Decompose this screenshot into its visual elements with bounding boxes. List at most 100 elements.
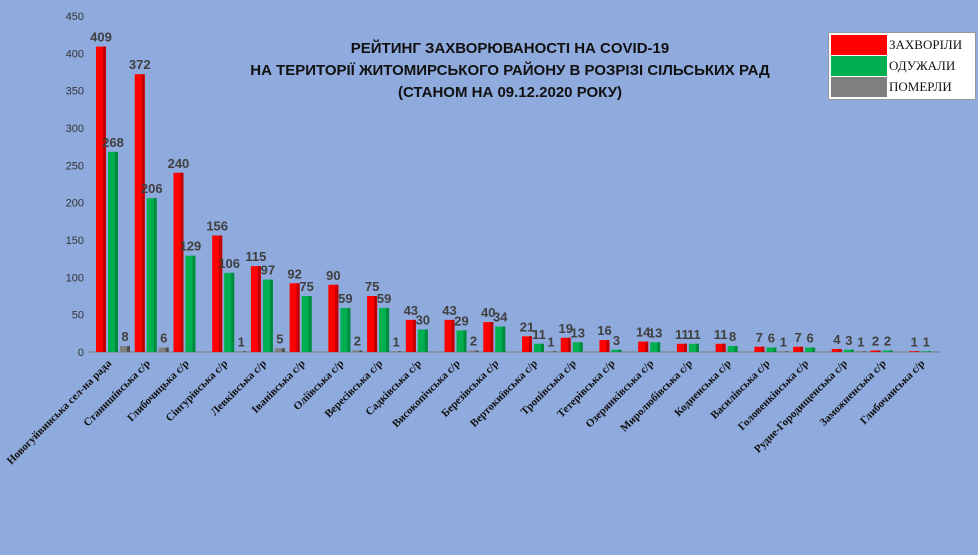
- data-label: 2: [884, 334, 891, 349]
- data-label: 13: [570, 325, 584, 340]
- data-label: 11: [687, 327, 701, 342]
- chart-title: РЕЙТИНГ ЗАХВОРЮВАНОСТІ НА COVID-19 НА ТЕ…: [200, 38, 820, 104]
- legend: ЗАХВОРІЛИ ОДУЖАЛИ ПОМЕРЛИ: [828, 32, 976, 100]
- bar: [546, 351, 556, 352]
- data-label: 14: [636, 325, 651, 340]
- bar-shade: [165, 347, 169, 352]
- y-tick-label: 300: [66, 123, 84, 135]
- bar-shade: [412, 319, 416, 352]
- bar-shade: [398, 351, 402, 352]
- bar-shade: [374, 296, 378, 352]
- bar-shade: [645, 341, 649, 352]
- bar: [405, 319, 416, 352]
- data-label: 59: [377, 291, 391, 306]
- bar: [921, 351, 932, 352]
- data-label: 409: [90, 30, 112, 45]
- bar: [108, 151, 118, 352]
- bar: [599, 340, 610, 352]
- bar: [352, 350, 363, 352]
- legend-label-died: ПОМЕРЛИ: [889, 79, 952, 94]
- data-label: 8: [121, 329, 128, 344]
- bar: [572, 342, 583, 352]
- bar-shade: [127, 346, 130, 352]
- bar: [301, 296, 312, 352]
- bar: [688, 343, 699, 352]
- data-label: 372: [129, 57, 151, 72]
- bar: [274, 348, 285, 352]
- bar: [456, 330, 467, 352]
- bar: [185, 255, 196, 352]
- bar-shade: [773, 347, 777, 352]
- data-label: 156: [206, 219, 228, 234]
- bar: [250, 266, 261, 352]
- chart-title-line-3: (СТАНОМ НА 09.12.2020 РОКУ): [397, 84, 623, 101]
- bar: [676, 343, 687, 352]
- x-tick-label: Озерянківська с/р: [584, 358, 657, 431]
- y-tick-label: 450: [66, 11, 84, 23]
- legend-item-died: ПОМЕРЛИ: [831, 77, 973, 97]
- bar: [212, 235, 223, 352]
- bar-shade: [567, 337, 571, 352]
- bar: [224, 272, 235, 352]
- legend-label-recovered: ОДУЖАЛИ: [889, 58, 956, 73]
- bar-shade: [192, 255, 196, 352]
- data-label: 1: [392, 334, 399, 349]
- bar: [855, 351, 866, 352]
- data-label: 5: [276, 331, 283, 346]
- legend-swatch-recovered: [831, 56, 887, 76]
- bar: [727, 346, 738, 352]
- bar-shade: [281, 348, 285, 352]
- data-label: 40: [481, 305, 495, 320]
- chart-title-line-1: РЕЙТИНГ ЗАХВОРЮВАНОСТІ НА COVID-19: [350, 40, 670, 57]
- bar: [483, 322, 494, 352]
- bar: [638, 341, 649, 352]
- bar-shade: [553, 351, 556, 352]
- x-tick-label: Миролюбівська с/р: [618, 358, 695, 435]
- bar-shade: [424, 329, 428, 352]
- data-label: 34: [493, 310, 508, 325]
- x-tick-label: Високопічська с/р: [390, 358, 463, 431]
- bar-shade: [359, 350, 363, 352]
- bar: [560, 337, 571, 352]
- y-tick-label: 50: [72, 310, 84, 322]
- x-tick-label: Заможненська с/р: [818, 358, 889, 429]
- bar-shade: [490, 322, 494, 352]
- bar-shade: [347, 307, 351, 352]
- bar-shade: [219, 235, 223, 352]
- bar: [340, 307, 351, 352]
- bar-shade: [335, 284, 339, 352]
- data-label: 4: [833, 332, 841, 347]
- bar: [522, 336, 532, 352]
- bar-shade: [502, 326, 506, 352]
- bar: [444, 319, 455, 352]
- bar-shade: [889, 350, 893, 352]
- y-tick-label: 350: [66, 86, 84, 98]
- bar: [805, 347, 816, 352]
- bar-shade: [683, 343, 687, 352]
- data-label: 3: [613, 333, 620, 348]
- data-label: 1: [923, 334, 930, 349]
- y-tick-label: 100: [66, 272, 84, 284]
- data-label: 1: [857, 334, 864, 349]
- data-label: 1: [238, 334, 245, 349]
- data-label: 43: [442, 303, 456, 318]
- data-label: 129: [180, 239, 202, 254]
- data-label: 1: [780, 334, 787, 349]
- bar: [417, 329, 428, 352]
- data-label: 240: [168, 156, 190, 171]
- data-label: 92: [287, 266, 301, 281]
- bar: [328, 284, 339, 352]
- bar-shade: [850, 349, 854, 352]
- y-tick-label: 400: [66, 48, 84, 60]
- bar-shade: [800, 346, 804, 352]
- bar: [379, 307, 390, 352]
- y-tick-label: 0: [78, 347, 84, 359]
- legend-swatch-infected: [831, 35, 887, 55]
- bar-shade: [296, 283, 300, 352]
- bar-shade: [812, 347, 816, 352]
- bar: [650, 342, 661, 352]
- bar-shade: [541, 343, 544, 352]
- data-label: 29: [454, 313, 468, 328]
- data-label: 2: [872, 334, 879, 349]
- bar-shade: [695, 343, 699, 352]
